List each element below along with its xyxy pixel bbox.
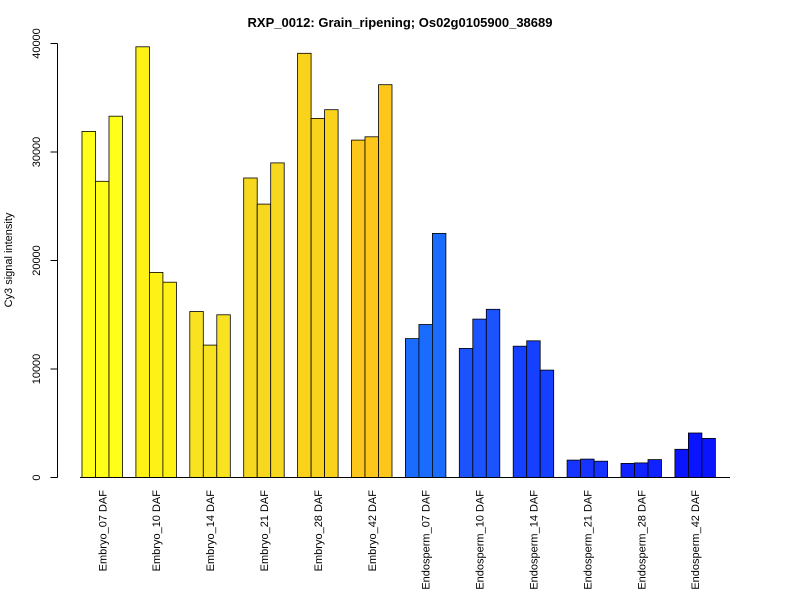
y-tick-label: 40000: [31, 28, 43, 59]
bars-layer: [81, 46, 716, 478]
x-tick-label: Endosperm_14 DAF: [529, 490, 541, 590]
x-tick-label: Embryo_21 DAF: [259, 490, 271, 572]
y-tick-label: 30000: [31, 137, 43, 168]
x-tick-label: Embryo_10 DAF: [151, 490, 163, 572]
bar: [472, 318, 487, 478]
bar: [539, 369, 555, 478]
x-tick-labels: Embryo_07 DAF Embryo_10 DAF Embryo_14 DAF E…: [97, 490, 702, 590]
bar: [580, 458, 595, 478]
bar: [404, 338, 420, 478]
bar: [351, 139, 366, 478]
x-tick-label: Endosperm_21 DAF: [582, 490, 594, 590]
bar: [418, 324, 433, 478]
bar: [593, 460, 608, 478]
bar: [701, 437, 716, 478]
x-tick-label: Embryo_28 DAF: [313, 490, 325, 572]
bar: [647, 459, 662, 478]
chart-title: RXP_0012: Grain_ripening; Os02g0105900_3…: [248, 15, 553, 30]
bar: [310, 118, 326, 478]
bar: [458, 347, 474, 478]
bar: [324, 109, 339, 478]
x-tick-label: Endosperm_42 DAF: [690, 490, 702, 590]
bar: [364, 136, 379, 478]
bar: [431, 232, 447, 478]
bar: [297, 52, 312, 478]
x-tick-label: Endosperm_10 DAF: [475, 490, 487, 590]
x-tick-label: Endosperm_28 DAF: [636, 490, 648, 590]
bar: [512, 345, 528, 478]
x-tick-label: Endosperm_07 DAF: [421, 490, 433, 590]
bar: [95, 180, 110, 478]
bar: [189, 311, 204, 478]
y-axis-label: Cy3 signal intensity: [3, 212, 15, 307]
bar: [148, 271, 164, 478]
bar: [162, 281, 177, 478]
bar: [674, 448, 689, 478]
bar: [202, 344, 218, 478]
bar: [634, 462, 649, 478]
y-axis: 0 10000 20000 30000 40000: [31, 28, 58, 481]
bar: [256, 203, 272, 478]
bar: [135, 46, 150, 478]
bar: [270, 162, 285, 478]
bar: [485, 308, 501, 478]
y-tick-label: 20000: [31, 245, 43, 276]
bar: [81, 130, 96, 478]
bar: [566, 459, 581, 478]
bar: [216, 314, 231, 478]
x-tick-label: Embryo_07 DAF: [97, 490, 109, 572]
y-tick-label: 0: [31, 474, 43, 480]
bar: [526, 340, 541, 478]
y-tick-label: 10000: [31, 354, 43, 385]
bar: [620, 462, 635, 478]
x-tick-label: Embryo_14 DAF: [205, 490, 217, 572]
bar: [688, 432, 703, 478]
bar: [243, 177, 258, 478]
x-tick-label: Embryo_42 DAF: [367, 490, 379, 572]
bar: [108, 115, 123, 478]
bar: [378, 84, 393, 478]
